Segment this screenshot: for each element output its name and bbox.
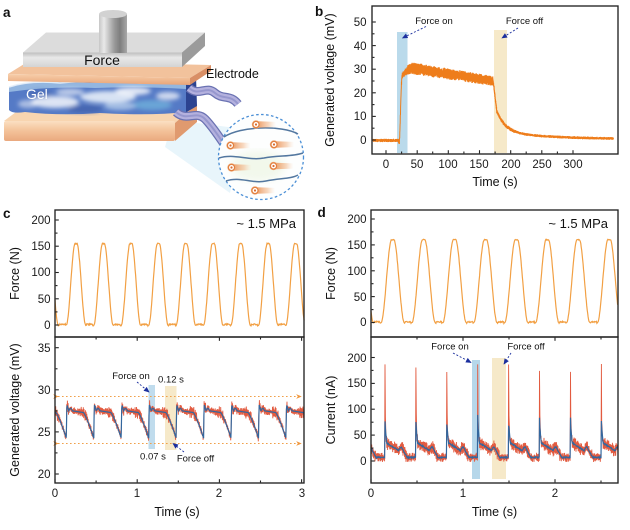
svg-text:Force off: Force off (177, 454, 215, 465)
svg-text:150: 150 (347, 378, 366, 390)
svg-text:0: 0 (44, 320, 50, 332)
svg-text:150: 150 (347, 240, 366, 252)
svg-text:Force (N): Force (N) (324, 247, 338, 300)
svg-text:50: 50 (354, 430, 367, 442)
svg-text:150: 150 (469, 159, 488, 171)
svg-text:Force off: Force off (506, 16, 544, 27)
svg-text:~ 1.5 MPa: ~ 1.5 MPa (236, 216, 296, 231)
svg-text:40: 40 (354, 41, 367, 53)
svg-text:35: 35 (38, 343, 51, 355)
svg-text:20: 20 (38, 469, 51, 481)
svg-text:2: 2 (552, 488, 558, 500)
svg-text:200: 200 (347, 214, 366, 226)
svg-text:0: 0 (52, 488, 58, 500)
svg-text:b: b (315, 4, 323, 19)
svg-text:100: 100 (438, 159, 457, 171)
svg-text:100: 100 (31, 267, 50, 279)
svg-text:Current (nA): Current (nA) (324, 376, 338, 445)
svg-text:2: 2 (216, 488, 222, 500)
svg-text:Time (s): Time (s) (154, 505, 199, 519)
svg-text:50: 50 (354, 292, 367, 304)
svg-text:100: 100 (347, 266, 366, 278)
svg-text:~ 1.5 MPa: ~ 1.5 MPa (548, 216, 608, 231)
svg-text:1: 1 (134, 488, 140, 500)
svg-text:Generated voltage (mV): Generated voltage (mV) (8, 343, 22, 476)
svg-text:30: 30 (38, 385, 51, 397)
svg-text:300: 300 (563, 159, 582, 171)
svg-text:a: a (3, 5, 11, 20)
svg-text:200: 200 (31, 215, 50, 227)
svg-text:c: c (3, 206, 11, 221)
svg-text:200: 200 (347, 353, 366, 365)
svg-text:Force on: Force on (112, 371, 150, 382)
svg-text:3: 3 (299, 488, 305, 500)
svg-text:0.12 s: 0.12 s (158, 375, 184, 386)
svg-text:Generated voltage (mV): Generated voltage (mV) (323, 13, 337, 146)
svg-text:30: 30 (354, 64, 367, 76)
svg-text:Force on: Force on (415, 16, 453, 27)
svg-text:Time (s): Time (s) (472, 505, 517, 519)
svg-text:25: 25 (38, 427, 51, 439)
svg-text:250: 250 (532, 159, 551, 171)
svg-text:Time (s): Time (s) (472, 175, 517, 189)
svg-text:50: 50 (411, 159, 424, 171)
svg-text:50: 50 (354, 17, 367, 29)
svg-text:0.07 s: 0.07 s (140, 452, 166, 463)
svg-text:10: 10 (354, 111, 367, 123)
svg-text:Gel: Gel (26, 86, 48, 102)
svg-text:150: 150 (31, 241, 50, 253)
svg-text:0: 0 (360, 456, 366, 468)
svg-text:Electrode: Electrode (206, 67, 259, 81)
svg-text:100: 100 (347, 404, 366, 416)
svg-text:Force off: Force off (507, 342, 545, 353)
svg-text:Force: Force (84, 52, 120, 68)
svg-text:0: 0 (368, 488, 374, 500)
svg-text:Force (N): Force (N) (8, 247, 22, 300)
svg-text:0: 0 (360, 317, 366, 329)
svg-text:20: 20 (354, 88, 367, 100)
svg-text:d: d (318, 205, 326, 220)
svg-text:0: 0 (383, 159, 389, 171)
svg-text:0: 0 (360, 135, 366, 147)
svg-text:1: 1 (460, 488, 466, 500)
svg-text:Force on: Force on (431, 342, 469, 353)
svg-text:50: 50 (38, 294, 51, 306)
svg-text:200: 200 (501, 159, 520, 171)
